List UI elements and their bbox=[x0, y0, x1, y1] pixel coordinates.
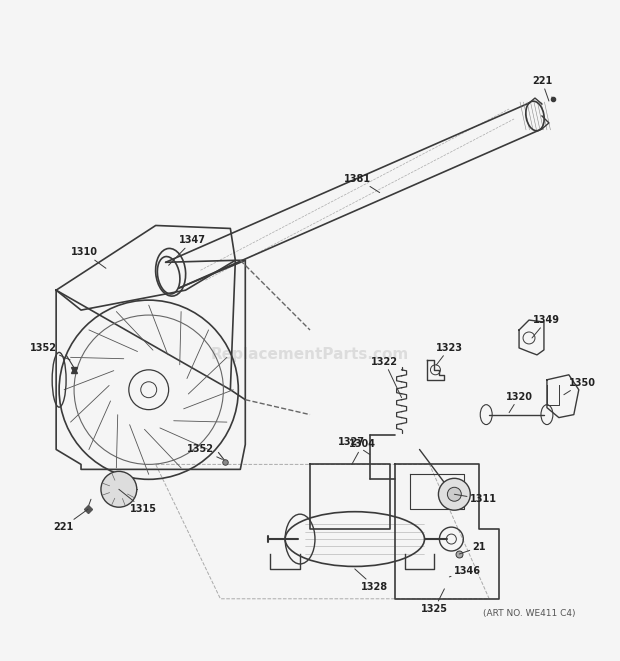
Circle shape bbox=[438, 479, 471, 510]
Text: 1327: 1327 bbox=[339, 438, 370, 455]
Text: 1322: 1322 bbox=[371, 357, 402, 398]
Text: 1346: 1346 bbox=[450, 566, 480, 577]
Text: 1347: 1347 bbox=[169, 235, 206, 265]
Text: 1323: 1323 bbox=[436, 343, 463, 365]
Text: 1304: 1304 bbox=[349, 440, 376, 465]
Text: 1311: 1311 bbox=[454, 494, 497, 504]
Text: 1352: 1352 bbox=[30, 343, 70, 360]
Text: 1381: 1381 bbox=[344, 174, 379, 192]
Text: 1315: 1315 bbox=[119, 489, 157, 514]
Text: 1350: 1350 bbox=[564, 378, 596, 395]
Circle shape bbox=[448, 487, 461, 501]
Text: 1349: 1349 bbox=[532, 315, 560, 338]
Text: 221: 221 bbox=[532, 76, 552, 101]
Text: 1352: 1352 bbox=[187, 444, 223, 459]
Text: 1310: 1310 bbox=[71, 247, 106, 268]
Circle shape bbox=[101, 471, 137, 507]
Text: 1328: 1328 bbox=[355, 569, 388, 592]
Text: ReplacementParts.com: ReplacementParts.com bbox=[211, 348, 409, 362]
Text: 221: 221 bbox=[53, 509, 88, 532]
Text: 21: 21 bbox=[459, 542, 486, 554]
Text: (ART NO. WE411 C4): (ART NO. WE411 C4) bbox=[483, 609, 575, 618]
Text: 1320: 1320 bbox=[505, 392, 533, 412]
Text: 1325: 1325 bbox=[421, 589, 448, 614]
